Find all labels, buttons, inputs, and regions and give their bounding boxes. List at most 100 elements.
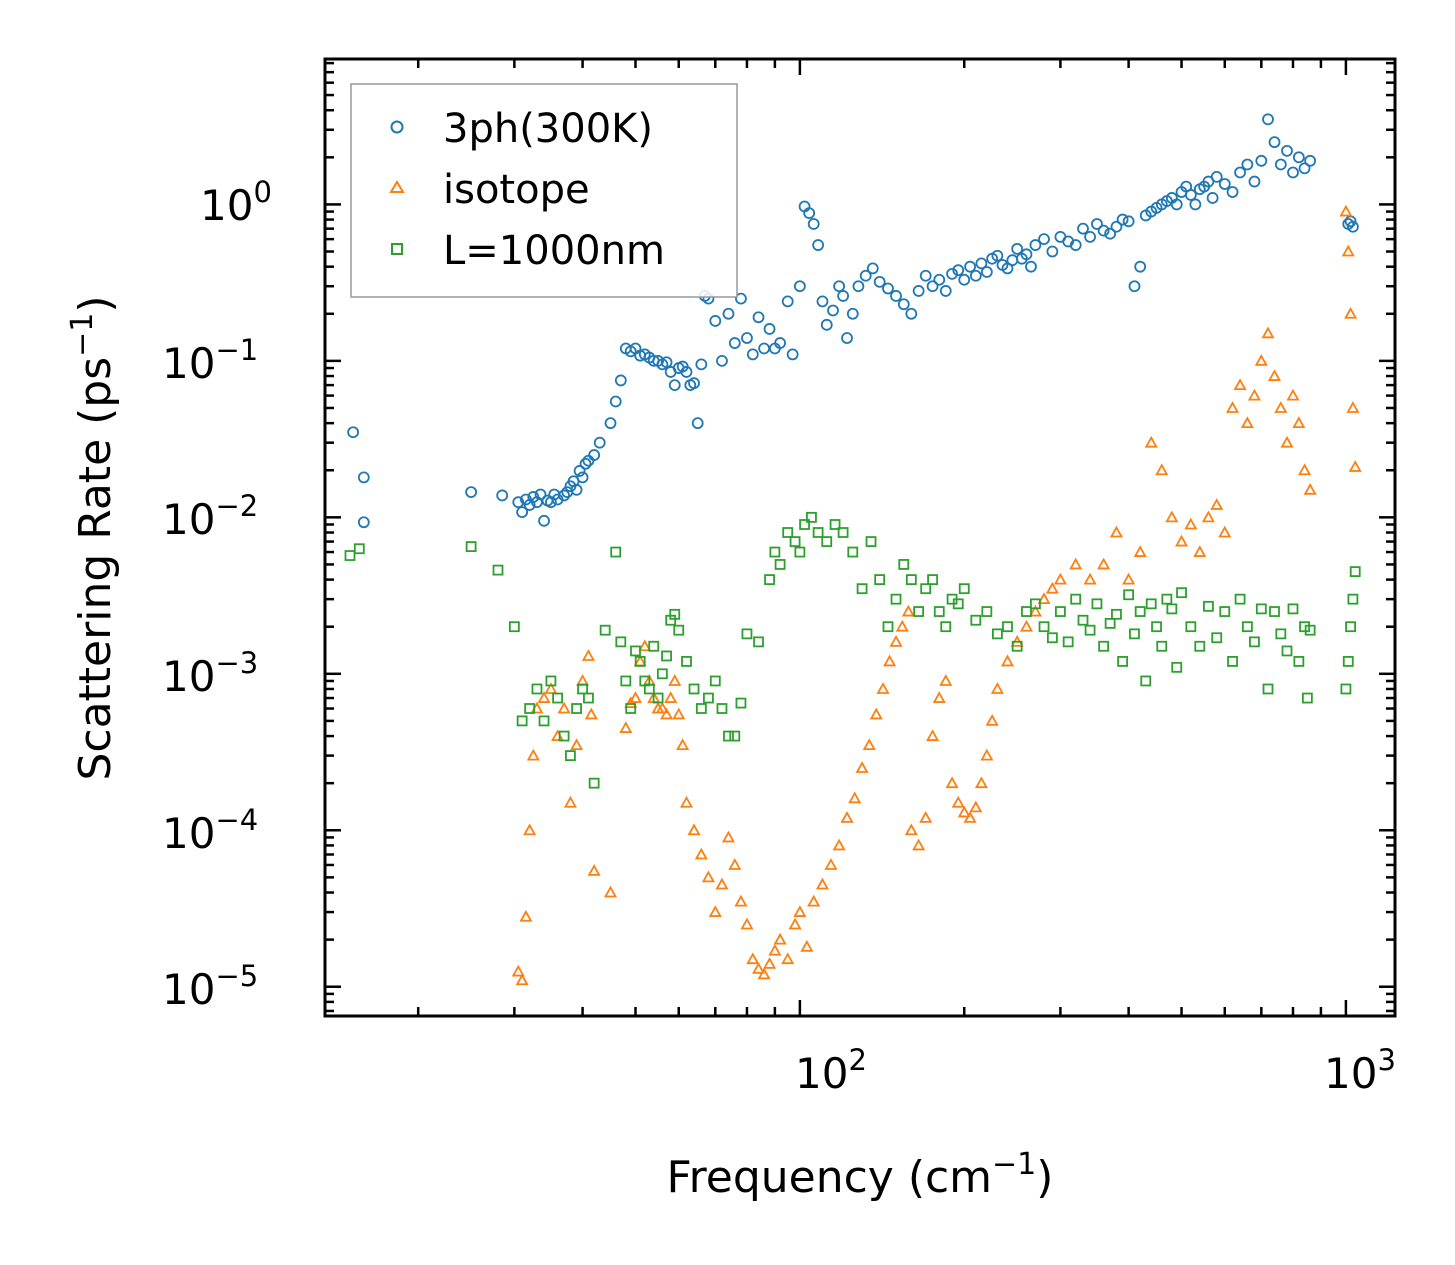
3ph-300k-point	[1097, 224, 1110, 237]
l-1000nm-point	[695, 703, 707, 714]
isotope-point	[1348, 460, 1362, 472]
isotope-point	[746, 952, 760, 965]
3ph-300k-point	[1038, 233, 1050, 246]
isotope-point	[1240, 416, 1254, 429]
3ph-300k-point	[1218, 178, 1231, 190]
isotope-point	[570, 738, 584, 751]
l-1000nm-point	[643, 683, 655, 695]
l-1000nm-point	[1349, 566, 1361, 578]
l-1000nm-point	[1038, 621, 1050, 633]
3ph-300k-point	[716, 354, 728, 367]
l-1000nm-point	[829, 519, 841, 530]
l-1000nm-point	[1134, 606, 1146, 617]
isotope-point	[1226, 401, 1240, 413]
3ph-300k-point	[897, 298, 910, 311]
l-1000nm-point	[806, 511, 817, 523]
isotope-point	[628, 691, 643, 703]
l-1000nm-point	[1030, 598, 1041, 610]
3ph-300k-point	[1210, 170, 1223, 183]
isotope-point	[926, 729, 940, 741]
isotope-point	[1175, 534, 1189, 547]
isotope-point	[1028, 604, 1042, 617]
isotope-point	[715, 877, 729, 890]
isotope-point	[511, 964, 525, 977]
isotope-point	[687, 823, 701, 836]
l-1000nm-point	[1104, 617, 1116, 629]
l-1000nm-point	[1176, 587, 1187, 599]
l-1000nm-point	[1340, 683, 1352, 695]
l-1000nm-point	[709, 675, 721, 687]
isotope-point	[980, 748, 994, 761]
l-1000nm-point	[1129, 628, 1140, 640]
3ph-300k-point	[1170, 198, 1183, 211]
l-1000nm-point	[1070, 593, 1082, 605]
isotope-point	[848, 791, 862, 804]
l-1000nm-point	[1002, 621, 1013, 633]
l-1000nm-point	[1234, 593, 1246, 605]
l-1000nm-point	[1123, 589, 1135, 601]
l-1000nm-point	[353, 543, 365, 555]
l-1000nm-point	[920, 583, 932, 595]
3ph-300k-point	[980, 266, 993, 278]
3ph-300k-point	[1011, 242, 1024, 255]
3ph-300k-point	[1226, 186, 1239, 198]
3ph-300k-point	[1255, 154, 1268, 167]
y-tick-label-1e-5: 10−5	[162, 959, 258, 1014]
3ph-300k-point	[1304, 154, 1317, 167]
isotope-point	[832, 838, 846, 851]
l-1000nm-point	[545, 675, 557, 687]
l-1000nm-point	[874, 574, 886, 586]
l-1000nm-point	[933, 606, 945, 617]
3ph-300k-point	[668, 379, 681, 392]
isotope-point	[638, 639, 652, 652]
y-tick-label-1e-4: 10−4	[162, 803, 258, 858]
l-1000nm-point	[865, 536, 877, 547]
l-1000nm-point	[1091, 598, 1103, 610]
3ph-300k-point	[905, 307, 918, 320]
3ph-300k-point	[964, 260, 977, 273]
isotope-point	[876, 682, 890, 694]
3ph-300k-point	[709, 315, 722, 327]
3ph-300k-point	[465, 486, 478, 498]
l-1000nm-point	[1347, 593, 1359, 605]
isotope-point	[883, 654, 897, 667]
isotope-point	[563, 795, 577, 808]
l-1000nm-point	[538, 715, 550, 727]
3ph-300k-point	[573, 465, 586, 477]
isotope-point	[763, 957, 777, 969]
isotope-point	[1233, 378, 1247, 391]
isotope-point	[557, 701, 571, 714]
isotope-point	[901, 604, 915, 617]
isotope-point	[1218, 525, 1232, 538]
l-1000nm-point	[1255, 603, 1267, 615]
3ph-300k-point	[614, 374, 627, 387]
l-1000nm-point	[1275, 628, 1287, 640]
3ph-300k-point	[538, 514, 550, 527]
x-axis-label: Frequency (cm−1)	[667, 1147, 1054, 1203]
l-1000nm-point	[630, 645, 641, 657]
l-1000nm-point	[648, 640, 660, 652]
3ph-300k-point	[691, 417, 704, 430]
l-1000nm-point	[812, 527, 824, 538]
3ph-300k-point	[912, 285, 925, 297]
isotope-point	[1274, 401, 1288, 413]
l-1000nm-point	[656, 668, 668, 680]
l-1000nm-point	[1249, 636, 1260, 648]
isotope-point	[740, 917, 754, 930]
l-1000nm-point	[821, 536, 833, 547]
3ph-300k-point	[882, 282, 894, 295]
isotope-point	[672, 707, 686, 720]
isotope-point	[584, 707, 598, 720]
l-1000nm-point	[991, 628, 1003, 640]
3ph-300k-point	[545, 496, 557, 509]
3ph-300k-point	[841, 332, 853, 344]
3ph-300k-point	[833, 280, 846, 293]
3ph-300k-point	[1184, 189, 1197, 201]
3ph-300k-point	[1241, 158, 1254, 171]
3ph-300k-point	[496, 489, 509, 502]
l-1000nm-point	[577, 683, 588, 695]
3ph-300k-point	[1122, 215, 1135, 228]
x-tick-label-1000: 103	[1324, 1043, 1396, 1098]
3ph-300k-point	[866, 262, 879, 275]
